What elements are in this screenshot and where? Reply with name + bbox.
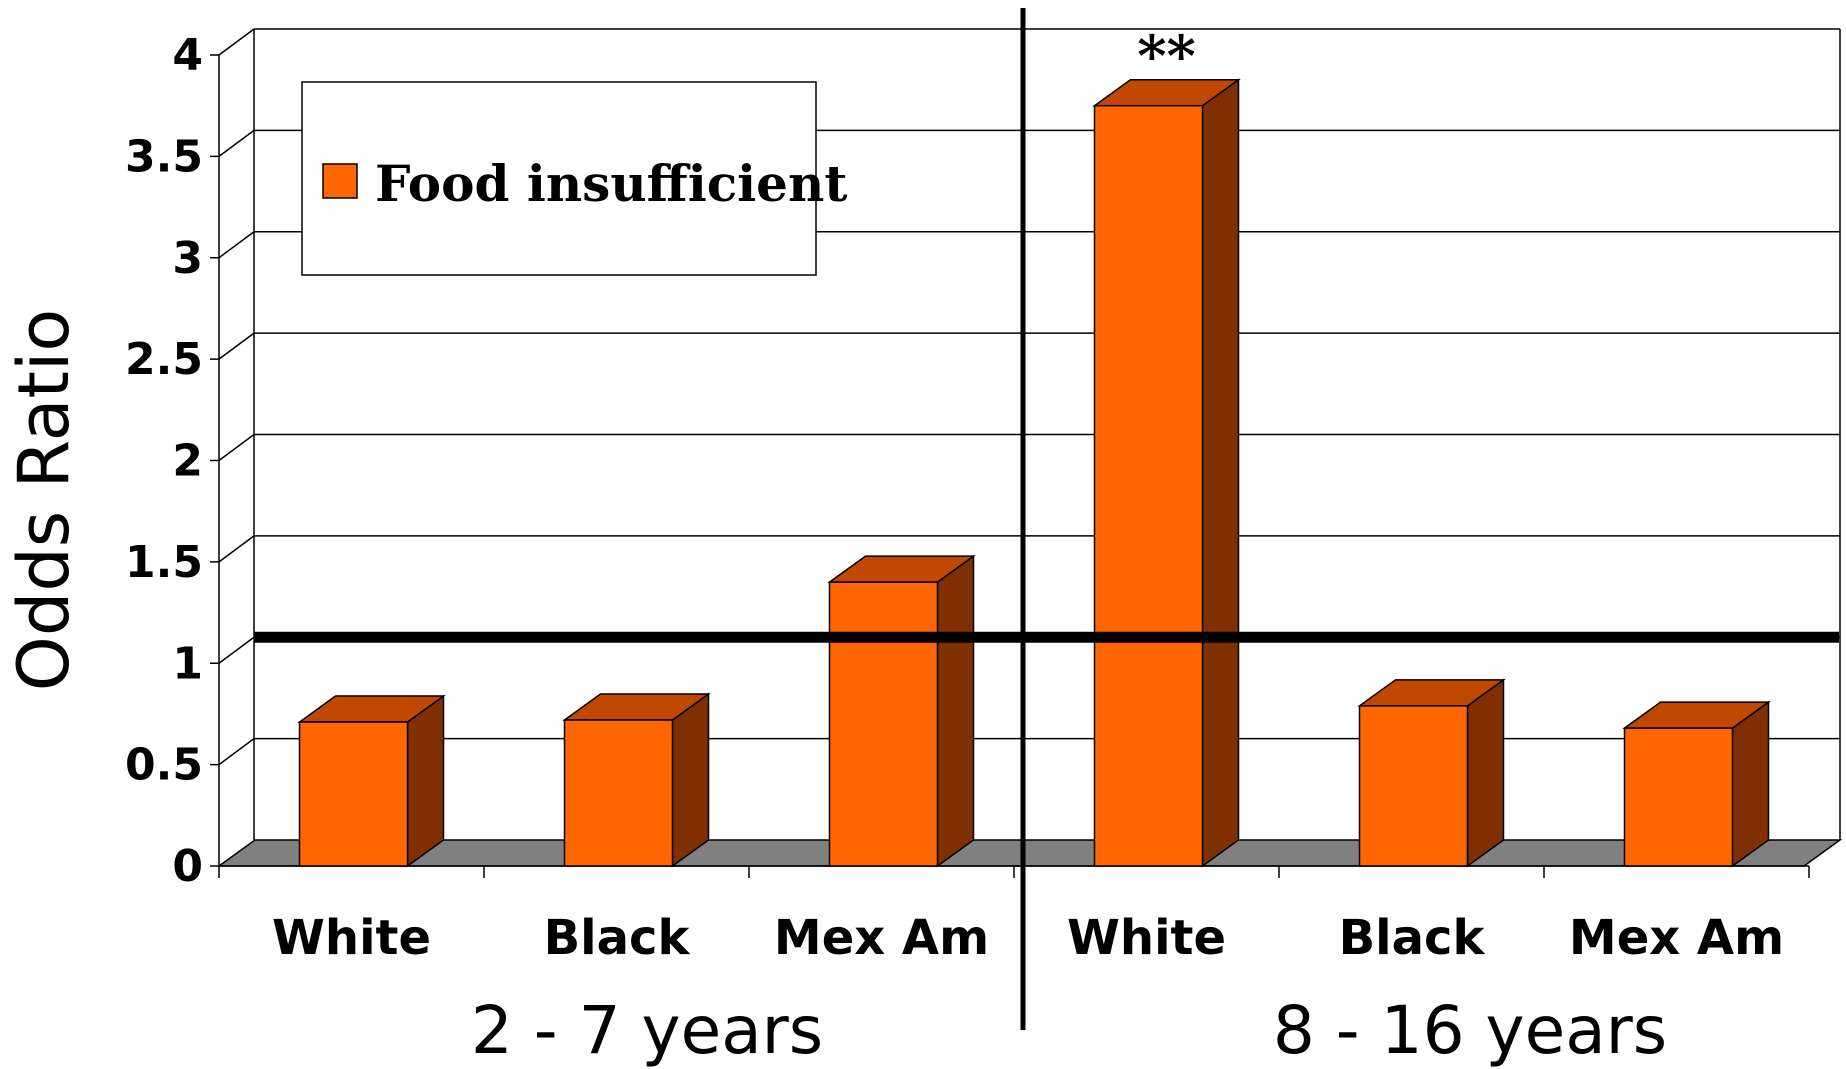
- bar-side: [1466, 678, 1505, 868]
- bar-side: [406, 694, 445, 868]
- bar-front: [1623, 727, 1734, 867]
- y-tick-label: 3.5: [125, 131, 203, 182]
- bar-side: [671, 692, 710, 868]
- bars: **: [297, 24, 1771, 868]
- y-tick-label: 1: [172, 638, 203, 689]
- gridline-diagonal: [218, 433, 255, 462]
- y-tick-label: 0.5: [125, 740, 203, 791]
- bar-front: [563, 719, 674, 867]
- category-label: White: [272, 910, 431, 966]
- bar-side: [1201, 78, 1240, 868]
- gridline-diagonal: [218, 332, 255, 360]
- gridline-diagonal: [218, 738, 255, 766]
- gridline-diagonal: [218, 231, 255, 259]
- x-axis: [218, 865, 1810, 878]
- legend: Food insufficient: [301, 81, 847, 276]
- legend-box: [301, 81, 817, 276]
- y-axis-label: Odds Ratio: [3, 309, 85, 691]
- significance-annotation: **: [1137, 24, 1196, 90]
- bar: [1622, 700, 1771, 868]
- y-tick-label: 0: [172, 841, 203, 892]
- category-labels: White Black Mex Am White Black Mex Am: [272, 910, 1784, 966]
- category-label: Black: [1339, 910, 1486, 966]
- bar-front: [1358, 705, 1469, 867]
- bar: [562, 692, 711, 868]
- bar-front: [1093, 104, 1204, 867]
- category-label: Mex Am: [1569, 910, 1784, 966]
- gridline-diagonal: [218, 535, 255, 563]
- bar: [1357, 678, 1506, 868]
- gridline-diagonal: [218, 636, 255, 664]
- bar-front: [298, 721, 409, 867]
- chart-floor: [216, 839, 1843, 867]
- legend-label: Food insufficient: [375, 154, 847, 213]
- y-tick-label: 2: [172, 436, 203, 487]
- bar: [297, 694, 446, 868]
- legend-swatch: [322, 163, 358, 199]
- category-label: Mex Am: [774, 910, 989, 966]
- group-label-2-7-years: 2 - 7 years: [471, 992, 823, 1069]
- category-label: White: [1067, 910, 1226, 966]
- y-tick-label: 2.5: [125, 334, 203, 385]
- gridline-diagonal: [218, 28, 255, 56]
- gridline-diagonal: [218, 129, 255, 157]
- y-tick-label: 3: [172, 233, 203, 284]
- category-label: Black: [544, 910, 691, 966]
- bar: [1092, 78, 1241, 868]
- floor-plane: [216, 839, 1843, 867]
- bar-front: [828, 581, 939, 867]
- bar-side: [1731, 700, 1770, 868]
- y-tick-label: 4: [172, 30, 203, 81]
- bar: [827, 554, 976, 868]
- y-tick-label: 1.5: [125, 537, 203, 588]
- bar-side: [936, 554, 975, 868]
- group-label-8-16-years: 8 - 16 years: [1273, 992, 1667, 1069]
- y-axis: 0 0.5 1 1.5 2 2.5 3 3.5 4: [125, 30, 220, 892]
